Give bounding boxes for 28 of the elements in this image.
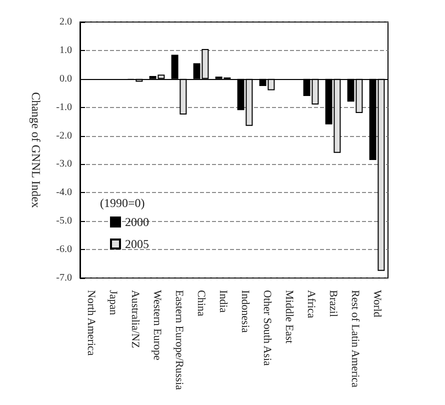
x-tick-label: Eastern Europe/Russia [173,290,185,390]
x-tick-label: Japan [107,290,119,316]
x-tick-label: India [217,290,229,313]
y-tick-label: -5.0 [56,216,72,227]
y-tick-label: -7.0 [56,272,72,284]
y-tick-label: -3.0 [56,158,72,170]
x-tick-label: World [371,290,383,318]
y-tick-label: -1.0 [56,102,72,113]
x-tick-label: Brazil [327,290,339,317]
x-tick-label: Middle East [283,290,295,344]
legend-title: (1990=0) [100,196,145,210]
y-axis-title: Change of GNNL Index [29,92,43,208]
x-tick-label: Western Europe [151,290,163,360]
x-tick-label: China [195,290,207,316]
x-tick-label: North America [85,290,97,356]
y-tick-label: -6.0 [56,244,72,256]
y-tick-label: 0.0 [60,73,72,84]
x-tick-label: Indonesia [239,290,251,333]
x-tick-label: Australia/NZ [129,290,141,348]
y-tick-label: -2.0 [56,130,72,142]
y-tick-label: 2.0 [60,16,72,28]
y-tick-label: 1.0 [60,44,72,56]
y-tick-label: -4.0 [56,187,72,198]
legend-label: 2005 [125,237,149,251]
x-tick-label: Other South Asia [261,290,273,366]
legend-label: 2000 [125,215,149,229]
x-tick-label: Africa [305,290,317,318]
x-tick-label: Rest of Latin America [349,290,361,388]
